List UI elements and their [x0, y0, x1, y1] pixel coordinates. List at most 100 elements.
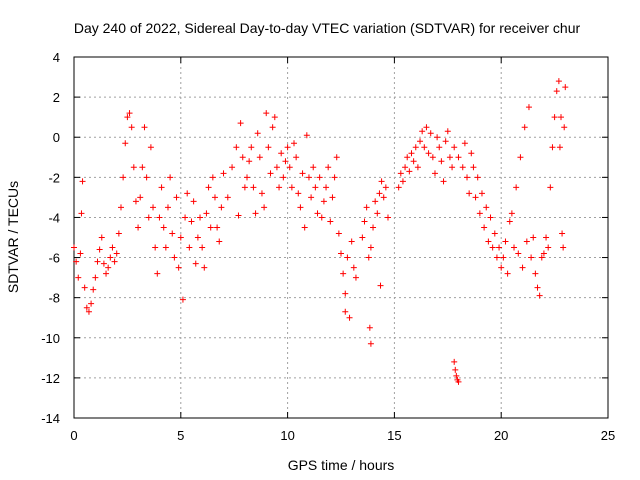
y-tick-label: -2: [48, 170, 60, 185]
data-point: [534, 284, 541, 291]
data-point: [329, 194, 336, 201]
data-point: [88, 300, 95, 307]
y-tick-label: -14: [41, 411, 60, 426]
data-point: [365, 254, 372, 261]
data-point: [78, 210, 85, 217]
data-point: [449, 164, 456, 171]
data-point: [173, 194, 180, 201]
data-point: [348, 238, 355, 245]
data-point: [335, 230, 342, 237]
data-point: [135, 224, 142, 231]
data-point: [455, 154, 462, 161]
data-point: [459, 164, 466, 171]
data-point: [207, 224, 214, 231]
data-point: [491, 230, 498, 237]
data-point: [384, 214, 391, 221]
data-point: [235, 212, 242, 219]
data-point: [301, 224, 308, 231]
data-point: [276, 184, 283, 191]
data-point: [434, 134, 441, 141]
plot-frame: [73, 56, 609, 419]
data-point: [517, 154, 524, 161]
data-point: [92, 274, 99, 281]
data-point: [367, 340, 374, 347]
data-point: [314, 210, 321, 217]
data-point: [220, 170, 227, 177]
data-point: [199, 244, 206, 251]
data-point: [186, 244, 193, 251]
data-point: [130, 164, 137, 171]
data-point: [370, 224, 377, 231]
data-point: [431, 170, 438, 177]
data-point: [271, 114, 278, 121]
x-tick-label: 0: [70, 428, 77, 443]
data-point: [327, 218, 334, 225]
data-point: [162, 244, 169, 251]
data-point: [483, 204, 490, 211]
data-point: [323, 184, 330, 191]
data-point: [246, 158, 253, 165]
data-point: [504, 270, 511, 277]
data-point: [250, 184, 257, 191]
data-point: [500, 254, 507, 261]
data-point: [543, 234, 550, 241]
data-point: [561, 124, 568, 131]
data-point: [532, 270, 539, 277]
data-point: [256, 154, 263, 161]
data-point: [376, 190, 383, 197]
data-point: [291, 140, 298, 147]
data-point: [229, 164, 236, 171]
data-point: [399, 178, 406, 185]
data-point: [452, 366, 459, 373]
data-point: [145, 214, 152, 221]
data-point: [316, 174, 323, 181]
data-points: [71, 78, 569, 385]
data-point: [451, 358, 458, 365]
data-point: [83, 304, 90, 311]
data-point: [201, 264, 208, 271]
data-point: [556, 144, 563, 151]
y-tick-label: -4: [48, 210, 60, 225]
data-point: [474, 174, 481, 181]
data-point: [295, 190, 302, 197]
data-point: [493, 254, 500, 261]
data-point: [184, 190, 191, 197]
data-point: [137, 194, 144, 201]
data-point: [120, 174, 127, 181]
data-point: [299, 170, 306, 177]
data-point: [126, 110, 133, 117]
data-point: [147, 144, 154, 151]
data-point: [194, 234, 201, 241]
data-point: [342, 308, 349, 315]
data-point: [154, 270, 161, 277]
data-point: [560, 244, 567, 251]
y-tick-label: 0: [53, 130, 60, 145]
data-point: [464, 174, 471, 181]
data-point: [372, 198, 379, 205]
data-point: [308, 194, 315, 201]
data-point: [382, 184, 389, 191]
data-point: [273, 164, 280, 171]
data-point: [472, 194, 479, 201]
data-point: [128, 124, 135, 131]
data-point: [344, 254, 351, 261]
data-point: [453, 372, 460, 379]
data-point: [562, 84, 569, 91]
data-point: [263, 110, 270, 117]
data-point: [530, 234, 537, 241]
data-point: [96, 246, 103, 253]
data-point: [261, 204, 268, 211]
data-point: [378, 178, 385, 185]
y-tick-label: 2: [53, 90, 60, 105]
data-point: [305, 174, 312, 181]
data-point: [233, 144, 240, 151]
data-point: [438, 158, 445, 165]
x-tick-label: 10: [280, 428, 294, 443]
data-point: [115, 230, 122, 237]
data-point: [75, 274, 82, 281]
data-point: [414, 164, 421, 171]
y-tick-label: -10: [41, 331, 60, 346]
data-point: [188, 218, 195, 225]
data-point: [216, 238, 223, 245]
